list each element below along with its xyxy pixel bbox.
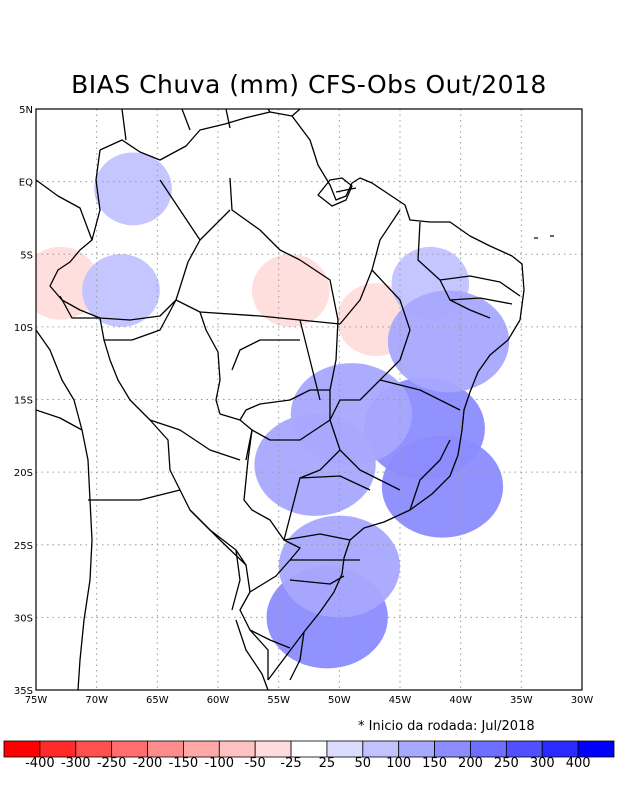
colorbar-swatch <box>3 740 41 758</box>
colorbar-swatch <box>290 740 328 758</box>
lat-tick-label: 5S <box>20 250 33 261</box>
bias-region <box>290 363 413 465</box>
lon-tick-label: 65W <box>146 695 169 706</box>
colorbar-swatch <box>183 740 220 758</box>
map-grid <box>36 109 582 690</box>
bias-region <box>36 246 100 320</box>
lat-tick-label: 35S <box>14 686 33 697</box>
colorbar <box>3 740 615 758</box>
latitude-labels: 5N EQ 5S 10S 15S 20S 25S 30S 35S <box>14 105 33 697</box>
run-start-note: * Inicio da rodada: Jul/2018 <box>358 719 535 734</box>
colorbar-label: 300 <box>529 756 555 771</box>
longitude-labels: 75W 70W 65W 60W 55W 50W 45W 40W 35W 30W <box>25 695 594 706</box>
colorbar-label: 400 <box>565 756 591 771</box>
lon-tick-label: 50W <box>328 695 351 706</box>
colorbar-labels: -400 -300 -250 -200 -150 -100 -50 -25 25 50 100 150… <box>0 756 618 776</box>
bias-region <box>387 290 510 393</box>
colorbar-label: -50 <box>244 756 266 771</box>
lon-tick-label: 70W <box>85 695 108 706</box>
lon-tick-label: 30W <box>571 695 594 706</box>
colorbar-swatch <box>505 740 543 758</box>
colorbar-swatch <box>362 740 400 758</box>
lon-tick-label: 45W <box>389 695 412 706</box>
colorbar-label: 100 <box>386 756 412 771</box>
colorbar-label: -25 <box>280 756 302 771</box>
lat-tick-label: 5N <box>19 105 33 116</box>
colorbar-swatch <box>541 740 579 758</box>
lat-tick-label: 25S <box>14 541 33 552</box>
colorbar-label: -150 <box>168 756 199 771</box>
colorbar-label: -300 <box>60 756 91 771</box>
colorbar-label: 50 <box>354 756 372 771</box>
colorbar-label: 250 <box>493 756 519 771</box>
colorbar-swatch <box>577 740 615 758</box>
colorbar-label: 200 <box>458 756 483 771</box>
colorbar-label: -250 <box>96 756 127 771</box>
bias-region <box>381 435 504 538</box>
colorbar-label: -100 <box>204 756 235 771</box>
lon-tick-label: 40W <box>449 695 472 706</box>
lon-tick-label: 60W <box>207 695 230 706</box>
map-frame <box>35 108 583 691</box>
colorbar-swatch <box>39 740 77 758</box>
colorbar-swatch <box>434 740 471 758</box>
colorbar-label: 25 <box>318 756 336 771</box>
colorbar-swatch <box>75 740 113 758</box>
colorbar-label: -200 <box>132 756 163 771</box>
colorbar-swatch <box>218 740 256 758</box>
colorbar-swatch <box>111 740 148 758</box>
bias-region <box>94 152 172 226</box>
colorbar-swatch <box>254 740 292 758</box>
colorbar-swatch <box>470 740 507 758</box>
colorbar-swatch <box>147 740 184 758</box>
lon-tick-label: 35W <box>510 695 533 706</box>
lat-tick-label: 15S <box>14 396 33 407</box>
map-title: BIAS Chuva (mm) CFS-Obs Out/2018 <box>71 70 547 99</box>
lon-tick-label: 75W <box>25 695 48 706</box>
colorbar-label: -400 <box>25 756 55 771</box>
lat-tick-label: 10S <box>14 323 33 334</box>
bias-region <box>82 254 160 327</box>
islands <box>534 235 554 239</box>
lat-tick-label: 20S <box>14 468 33 479</box>
colorbar-swatch <box>398 740 435 758</box>
boundary-lines <box>36 109 525 690</box>
lon-tick-label: 55W <box>267 695 290 706</box>
colorbar-label: 150 <box>422 756 447 771</box>
lat-tick-label: EQ <box>19 178 33 189</box>
colorbar-swatch <box>326 740 364 758</box>
bias-region <box>251 254 330 327</box>
lat-tick-label: 30S <box>14 613 33 624</box>
